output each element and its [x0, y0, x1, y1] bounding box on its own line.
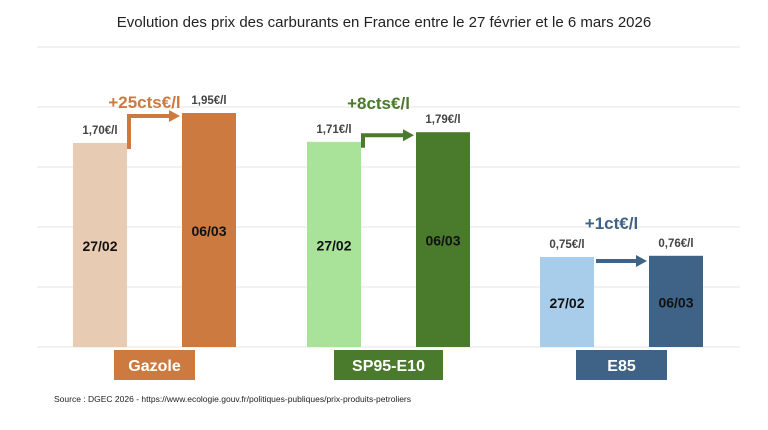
change-arrow [127, 114, 170, 149]
change-label: +1ct€/l [585, 214, 638, 233]
bar-gazole-06-03 [182, 113, 236, 347]
bar-date-label: 06/03 [425, 233, 460, 249]
bar-e85-27-02 [540, 257, 594, 347]
bar-sp95-e10-06-03 [416, 132, 470, 347]
bar-e85-06-03 [649, 255, 703, 347]
category-label: E85 [607, 358, 636, 375]
data-label: 1,79€/l [425, 114, 460, 126]
change-label: +8cts€/l [347, 94, 410, 113]
arrow-head-icon [636, 255, 647, 267]
bar-date-label: 06/03 [658, 294, 693, 310]
bar-date-label: 06/03 [191, 223, 226, 239]
data-label: 1,95€/l [191, 95, 226, 107]
data-label: 1,71€/l [316, 124, 351, 136]
category-label-box [576, 350, 667, 380]
data-label: 1,70€/l [82, 125, 117, 137]
arrow-head-icon [403, 129, 414, 142]
source-note: Source : DGEC 2026 - https://www.ecologi… [54, 394, 412, 404]
category-label-box [334, 350, 443, 380]
bar-date-label: 27/02 [316, 237, 351, 253]
category-label-box [114, 350, 195, 380]
bar-gazole-27-02 [73, 143, 127, 347]
change-arrow [361, 133, 404, 148]
data-label: 0,76€/l [658, 238, 693, 250]
chart-title: Evolution des prix des carburants en Fra… [116, 14, 652, 31]
data-label: 0,75€/l [549, 239, 584, 251]
arrow-head-icon [169, 110, 180, 122]
bar-date-label: 27/02 [82, 238, 117, 254]
category-label: SP95-E10 [352, 358, 425, 375]
change-label: +25cts€/l [108, 93, 180, 112]
bar-date-label: 27/02 [549, 295, 584, 311]
category-label: Gazole [128, 358, 181, 375]
bar-sp95-e10-27-02 [307, 141, 361, 347]
